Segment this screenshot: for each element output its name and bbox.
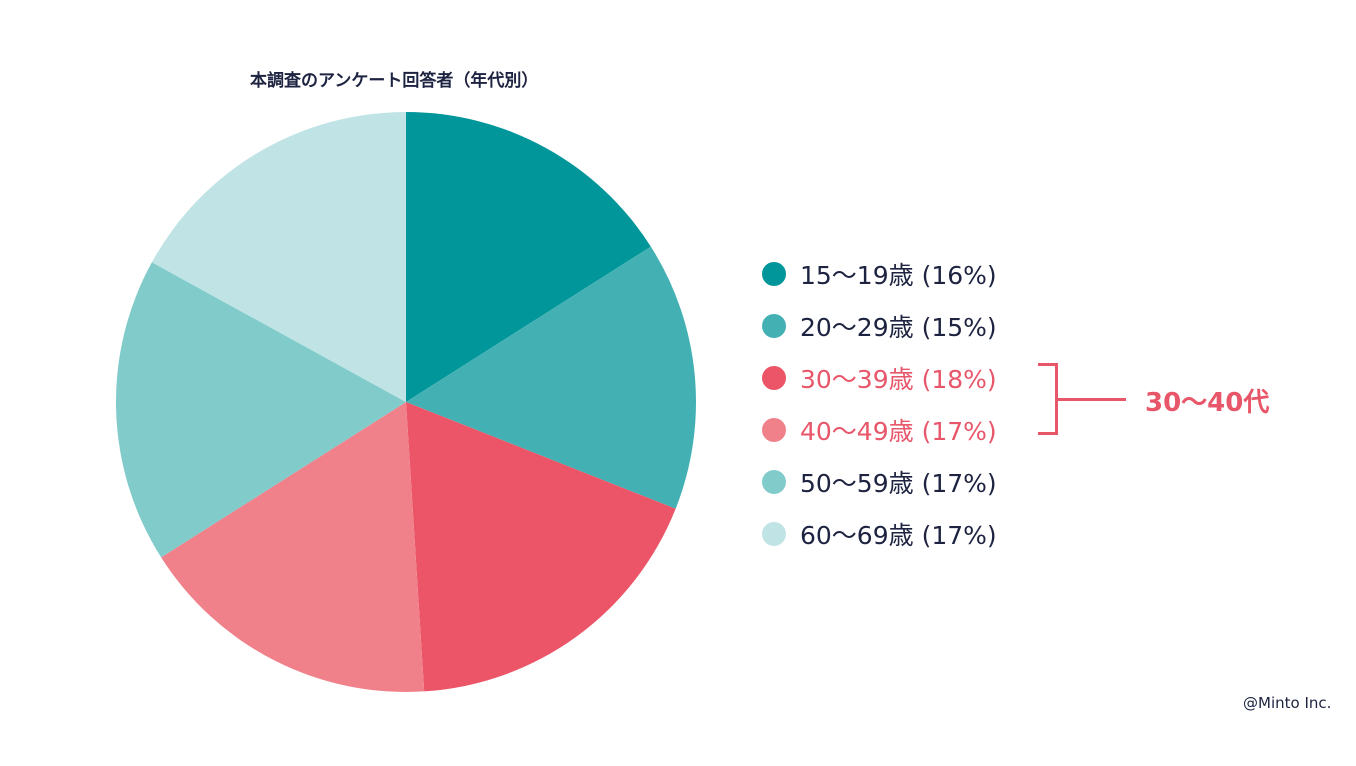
pie-slice-3	[161, 402, 425, 692]
legend-label-2: 30〜39歳 (18%)	[800, 365, 997, 394]
pie-slice-5	[151, 112, 406, 402]
group-bracket	[1038, 363, 1058, 435]
legend-swatch-4	[762, 470, 786, 494]
legend: 15〜19歳 (16%) 20〜29歳 (15%) 30〜39歳 (18%) 40〜4…	[762, 248, 997, 560]
legend-item-1: 20〜29歳 (15%)	[762, 300, 997, 352]
legend-item-2: 30〜39歳 (18%)	[762, 352, 997, 404]
legend-label-4: 50〜59歳 (17%)	[800, 469, 997, 498]
chart-title: 本調査のアンケート回答者（年代別）	[250, 71, 539, 91]
pie-slice-4	[115, 262, 406, 558]
group-bracket-connector	[1058, 398, 1126, 401]
legend-item-4: 50〜59歳 (17%)	[762, 456, 997, 508]
credit-text: @Minto Inc.	[1243, 694, 1332, 712]
pie-slice-1	[406, 246, 696, 509]
pie-slice-2	[406, 402, 676, 692]
legend-swatch-2	[762, 366, 786, 390]
legend-swatch-0	[762, 262, 786, 286]
group-label: 30〜40代	[1145, 388, 1270, 418]
pie-slice-0	[406, 112, 651, 402]
legend-swatch-1	[762, 314, 786, 338]
legend-label-0: 15〜19歳 (16%)	[800, 261, 997, 290]
legend-item-5: 60〜69歳 (17%)	[762, 508, 997, 560]
legend-swatch-5	[762, 522, 786, 546]
legend-label-5: 60〜69歳 (17%)	[800, 521, 997, 550]
legend-item-3: 40〜49歳 (17%)	[762, 404, 997, 456]
legend-swatch-3	[762, 418, 786, 442]
legend-label-3: 40〜49歳 (17%)	[800, 417, 997, 446]
legend-item-0: 15〜19歳 (16%)	[762, 248, 997, 300]
legend-label-1: 20〜29歳 (15%)	[800, 313, 997, 342]
